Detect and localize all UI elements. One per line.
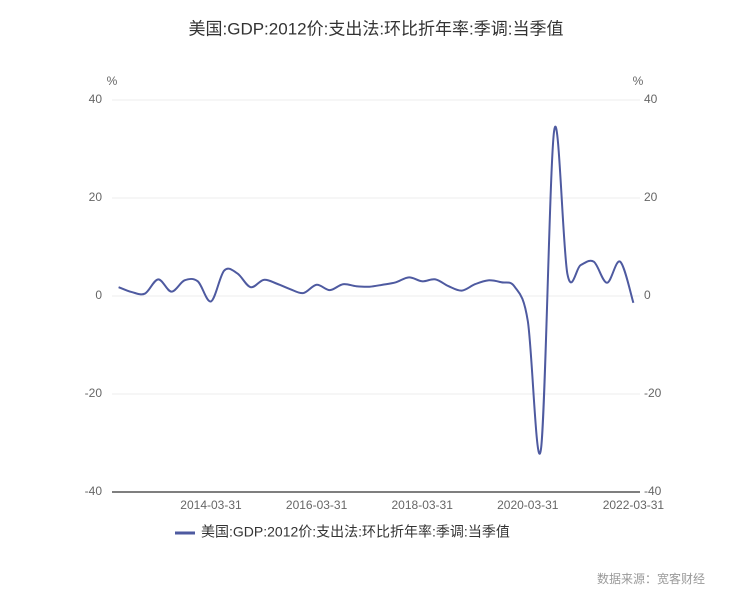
y-tick-label: -40 bbox=[85, 484, 103, 498]
y2-tick-label: 0 bbox=[644, 288, 651, 302]
x-tick-label: 2014-03-31 bbox=[180, 498, 242, 512]
y2-tick-label: 20 bbox=[644, 190, 658, 204]
x-tick-label: 2020-03-31 bbox=[497, 498, 559, 512]
y-unit: % bbox=[107, 74, 118, 88]
source: 数据来源：宽客财经 bbox=[597, 571, 705, 586]
y2-tick-label: -20 bbox=[644, 386, 662, 400]
x-tick-label: 2016-03-31 bbox=[286, 498, 348, 512]
y-tick-label: 0 bbox=[95, 288, 102, 302]
y2-tick-label: -40 bbox=[644, 484, 662, 498]
y-tick-label: -20 bbox=[85, 386, 103, 400]
chart-title: 美国:GDP:2012价:支出法:环比折年率:季调:当季值 bbox=[189, 19, 564, 38]
x-tick-label: 2022-03-31 bbox=[603, 498, 665, 512]
y2-unit: % bbox=[633, 74, 644, 88]
legend-label: 美国:GDP:2012价:支出法:环比折年率:季调:当季值 bbox=[201, 524, 510, 540]
y-tick-label: 40 bbox=[89, 92, 103, 106]
line bbox=[118, 125, 635, 455]
x-tick-label: 2018-03-31 bbox=[392, 498, 454, 512]
y-tick-label: 20 bbox=[89, 190, 103, 204]
y2-tick-label: 40 bbox=[644, 92, 658, 106]
